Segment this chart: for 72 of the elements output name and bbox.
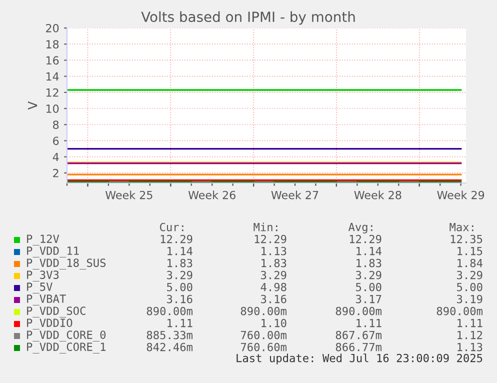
legend-label: P_VDDIO <box>27 318 72 330</box>
text: 842.46m <box>146 342 192 352</box>
y-axis-title: V <box>28 101 38 110</box>
text: Last update: Wed Jul 16 23:00:09 2025 <box>236 354 482 364</box>
legend-label: P_5V <box>27 282 52 294</box>
legend-label: P_VBAT <box>27 294 66 306</box>
x-tick-label: Week 28 <box>354 190 402 200</box>
text: Avg: <box>348 222 372 234</box>
text: 1.13 <box>262 246 286 256</box>
text: 1.83 <box>168 258 192 268</box>
x-tick-label: Week 25 <box>105 190 152 200</box>
text: 3.16 <box>260 294 286 304</box>
text: 12.29 <box>350 234 382 244</box>
text: 12.29 <box>160 234 192 244</box>
legend-label: P_3V3 <box>27 270 59 282</box>
text: 1.11 <box>356 318 382 328</box>
text: 866.77m <box>336 342 382 352</box>
text: 3.29 <box>260 270 286 280</box>
legend-label: P_VDD_11 <box>27 246 79 258</box>
text: 1.12 <box>458 330 482 340</box>
text: 3.19 <box>456 294 482 304</box>
y-tick-label: 10 <box>46 104 59 113</box>
text: 1.15 <box>458 246 482 256</box>
text: 12.35 <box>450 234 482 244</box>
text: 867.67m <box>336 330 382 340</box>
y-tick-label: 4 <box>52 152 59 162</box>
text: 890.00m <box>240 306 286 316</box>
y-tick-label: 14 <box>46 72 59 81</box>
legend-label: P_VDD_CORE_0 <box>27 330 106 342</box>
text: 5.00 <box>457 282 482 292</box>
text: Cur: <box>160 222 184 232</box>
x-tick-label: Week 27 <box>271 190 318 200</box>
text: 4.98 <box>260 282 286 292</box>
text: 5.00 <box>356 282 382 292</box>
text: 1.13 <box>458 342 482 352</box>
y-tick-label: 12 <box>46 88 58 97</box>
y-tick-label: 20 <box>46 24 59 32</box>
text: 5.00 <box>167 282 192 292</box>
legend-label: P_VDD_CORE_1 <box>27 342 106 354</box>
text: 890.00m <box>336 306 382 316</box>
y-tick-label: 6 <box>53 136 59 146</box>
text: 885.33m <box>146 330 192 340</box>
text: Min: <box>254 222 278 232</box>
x-tick-label: Week 29 <box>437 190 484 200</box>
text: 12.29 <box>254 234 286 244</box>
y-tick-label: 18 <box>46 40 59 48</box>
legend-label: P_12V <box>27 234 60 246</box>
text: 1.10 <box>262 318 286 328</box>
text: 1.11 <box>168 318 192 328</box>
text: 890.00m <box>436 306 482 316</box>
text: Max: <box>450 222 474 232</box>
text: 1.83 <box>356 258 382 268</box>
text: 3.16 <box>166 294 192 304</box>
legend-label: P_VDD_18_SUS <box>27 258 106 270</box>
text: 760.00m <box>240 330 286 340</box>
y-tick-label: 8 <box>53 120 59 130</box>
text: 3.29 <box>456 270 482 280</box>
legend-label: P_VDD_SOC <box>27 306 86 318</box>
text: 1.14 <box>168 246 192 256</box>
text: 3.29 <box>166 270 192 280</box>
text: 1.11 <box>458 318 482 328</box>
text: 3.29 <box>356 270 382 280</box>
text: 890.00m <box>146 306 192 316</box>
x-tick-label: Week 26 <box>188 190 236 200</box>
text: 1.84 <box>458 258 482 268</box>
text: 1.83 <box>262 258 286 268</box>
text: 3.17 <box>356 294 382 304</box>
chart-title: Volts based on IPMI - by month <box>141 11 355 25</box>
y-tick-label: 2 <box>53 168 58 178</box>
text: 760.60m <box>240 342 286 352</box>
y-tick-label: 16 <box>46 56 59 65</box>
text: 1.14 <box>356 246 382 256</box>
